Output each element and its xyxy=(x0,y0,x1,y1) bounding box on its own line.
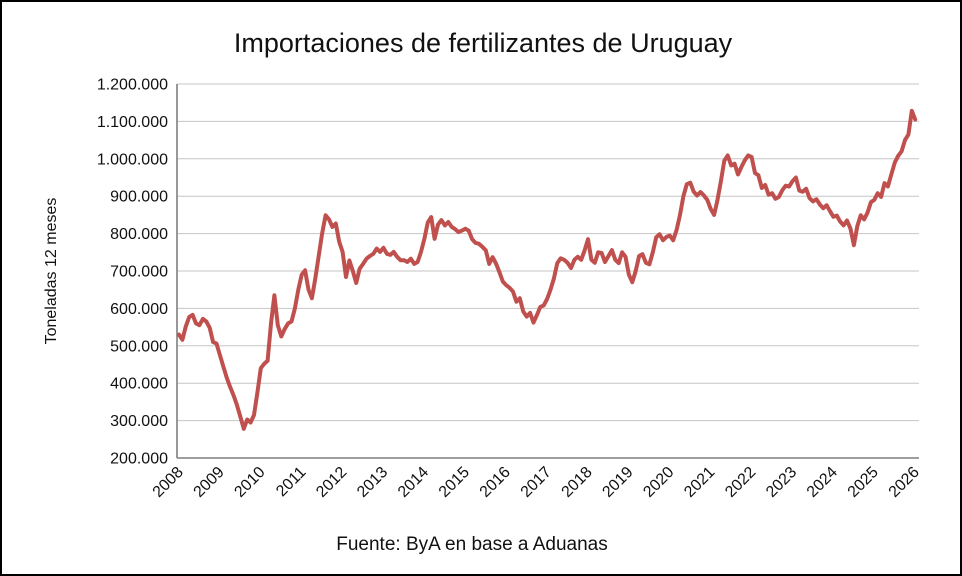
x-tick-label: 2024 xyxy=(804,464,841,501)
y-tick-label: 1.200.000 xyxy=(97,77,168,94)
x-tick-label: 2016 xyxy=(477,464,514,501)
y-tick-label: 300.000 xyxy=(110,413,168,430)
x-tick-label: 2019 xyxy=(599,464,636,501)
data-line xyxy=(177,108,918,431)
x-tick-label: 2026 xyxy=(886,464,923,501)
y-tick-label: 800.000 xyxy=(110,226,168,243)
x-tick-label: 2022 xyxy=(722,464,759,501)
x-tick-label: 2014 xyxy=(395,464,432,501)
x-tick-label: 2025 xyxy=(845,464,882,501)
x-tick-label: 2012 xyxy=(313,464,350,501)
y-tick-label: 1.100.000 xyxy=(97,114,168,131)
x-tick-label: 2017 xyxy=(518,464,555,501)
x-tick-label: 2020 xyxy=(640,464,677,501)
y-tick-label: 600.000 xyxy=(110,301,168,318)
y-tick-label: 500.000 xyxy=(110,338,168,355)
y-tick-label: 900.000 xyxy=(110,189,168,206)
x-tick-label: 2011 xyxy=(273,464,309,500)
x-tick-label: 2013 xyxy=(354,464,391,501)
x-tick-label: 2010 xyxy=(231,464,268,501)
x-tick-label: 2008 xyxy=(150,464,187,501)
chart-title: Importaciones de fertilizantes de Urugua… xyxy=(233,28,733,58)
x-tick-label: 2015 xyxy=(436,464,473,501)
source-note: Fuente: ByA en base a Aduanas xyxy=(336,534,608,555)
y-tick-label: 700.000 xyxy=(110,264,168,281)
y-tick-label: 400.000 xyxy=(110,376,168,393)
x-tick-label: 2021 xyxy=(681,464,718,501)
y-tick-label: 200.000 xyxy=(110,451,168,468)
x-tick-label: 2009 xyxy=(191,464,228,501)
y-tick-label: 1.000.000 xyxy=(97,151,168,168)
x-tick-label: 2018 xyxy=(559,464,596,501)
x-tick-label: 2023 xyxy=(763,464,800,501)
